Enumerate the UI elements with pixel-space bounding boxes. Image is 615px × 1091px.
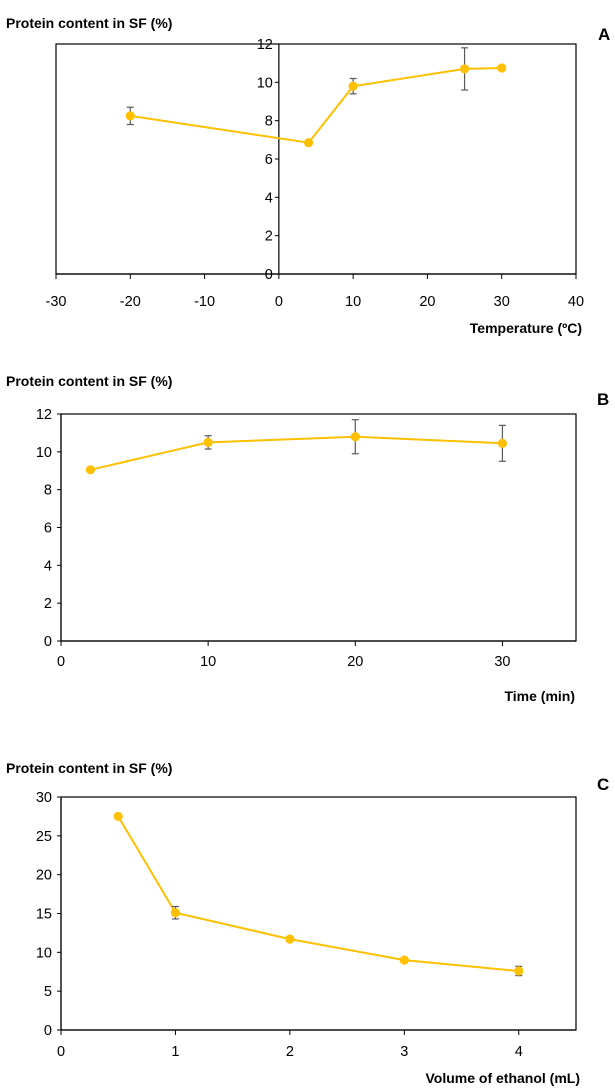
panel-a-data-point — [348, 81, 358, 91]
panel-c-x-tick-label: 1 — [171, 1044, 179, 1060]
panel-a-data-point — [497, 63, 507, 73]
panel-c-y-tick-label: 10 — [36, 945, 52, 961]
panel-a-y-axis-title: Protein content in SF (%) — [6, 15, 172, 31]
panel-b-x-tick-label: 0 — [57, 654, 65, 670]
panel-a-data-point — [459, 64, 470, 74]
panel-c-x-tick-label: 3 — [400, 1044, 408, 1060]
panel-b-letter: B — [597, 390, 609, 409]
panel-b-y-axis-title: Protein content in SF (%) — [6, 373, 172, 389]
panel-c-data-point — [399, 955, 409, 965]
panel-b-data-point — [85, 465, 96, 475]
panel-c-x-tick-label: 2 — [286, 1044, 294, 1060]
panel-c-y-tick-label: 30 — [36, 790, 52, 806]
panel-a-x-tick-label: 40 — [568, 294, 584, 310]
panel-a-data-point — [125, 111, 135, 121]
panel-a-y-tick-label: 2 — [265, 229, 273, 245]
panel-c-series-line — [117, 815, 519, 972]
panel-b-data-point — [350, 432, 360, 442]
panel-b-x-tick-label: 20 — [347, 654, 363, 670]
panel-a-x-tick-label: -20 — [120, 294, 141, 310]
panel-c-y-tick-label: 25 — [36, 829, 52, 845]
panel-a-series-line — [130, 67, 502, 144]
panel-c-data-point — [170, 908, 181, 918]
panel-c-x-axis-title: Volume of ethanol (mL) — [425, 1070, 580, 1086]
panel-a-y-tick-label: 8 — [265, 114, 273, 130]
panel-c-data-point — [113, 811, 123, 822]
panel-a-x-tick-label: -10 — [194, 294, 215, 310]
panel-c: 0 5 10 15 20 25 30 0 1 2 3 4 Protein content in SF (… — [6, 760, 609, 1086]
panel-b-data-point — [497, 438, 508, 448]
panel-a-x-tick-label: 30 — [494, 294, 510, 310]
panel-a-plot-border — [55, 43, 577, 275]
panel-a-x-tick-label: 20 — [419, 294, 435, 310]
panel-c-y-axis-title: Protein content in SF (%) — [6, 760, 172, 776]
panel-c-data-point — [285, 934, 295, 944]
panel-c-y-tick-label: 5 — [44, 984, 52, 1000]
panel-a-y-tick-label: 12 — [257, 37, 273, 53]
panel-a-y-tick-label: 6 — [265, 152, 273, 168]
panel-c-y-tick-label: 0 — [44, 1023, 52, 1039]
panel-a-data-point — [303, 138, 314, 148]
panel-a-y-tick-label: 10 — [257, 75, 273, 91]
panel-a-letter: A — [598, 25, 610, 44]
panel-a-y-tick-label: 0 — [265, 267, 273, 283]
panel-b-plot-border — [60, 413, 577, 642]
panel-b-y-tick-label: 4 — [44, 558, 52, 574]
panel-b-series-line — [90, 435, 503, 471]
panel-c-y-tick-label: 20 — [36, 868, 52, 884]
panel-b-x-axis-title: Time (min) — [504, 688, 575, 704]
panel-b-data-point — [203, 437, 213, 447]
panel-b-y-tick-label: 2 — [44, 596, 52, 612]
panel-c-letter: C — [597, 775, 609, 794]
panel-a-y-tick-label: 4 — [265, 190, 273, 206]
panel-b-y-tick-label: 12 — [36, 407, 52, 423]
panel-a-x-tick-label: -30 — [46, 294, 67, 310]
panel-a-x-tick-label: 10 — [345, 294, 361, 310]
panel-b-x-tick-label: 30 — [494, 654, 510, 670]
panel-c-x-tick-label: 0 — [57, 1044, 65, 1060]
panel-c-y-tick-label: 15 — [36, 907, 52, 923]
panel-c-data-point — [514, 966, 524, 976]
panel-a: 0 2 4 6 8 10 12 -30 -20 -10 0 10 20 30 40 Protein conte… — [6, 15, 610, 336]
panel-a-x-axis-title: Temperature (ºC) — [470, 320, 582, 336]
panel-b: 0 2 4 6 8 10 12 0 10 20 30 Protein content in SF (%… — [6, 373, 609, 704]
panel-c-x-tick-label: 4 — [515, 1044, 523, 1060]
panel-b-y-tick-label: 8 — [44, 483, 52, 499]
panel-b-y-tick-label: 10 — [36, 445, 52, 461]
panel-c-plot-border — [60, 796, 577, 1031]
panel-a-x-tick-label: 0 — [275, 294, 283, 310]
panel-b-y-tick-label: 0 — [44, 634, 52, 650]
panel-b-y-tick-label: 6 — [44, 521, 52, 537]
panel-b-x-tick-label: 10 — [200, 654, 216, 670]
